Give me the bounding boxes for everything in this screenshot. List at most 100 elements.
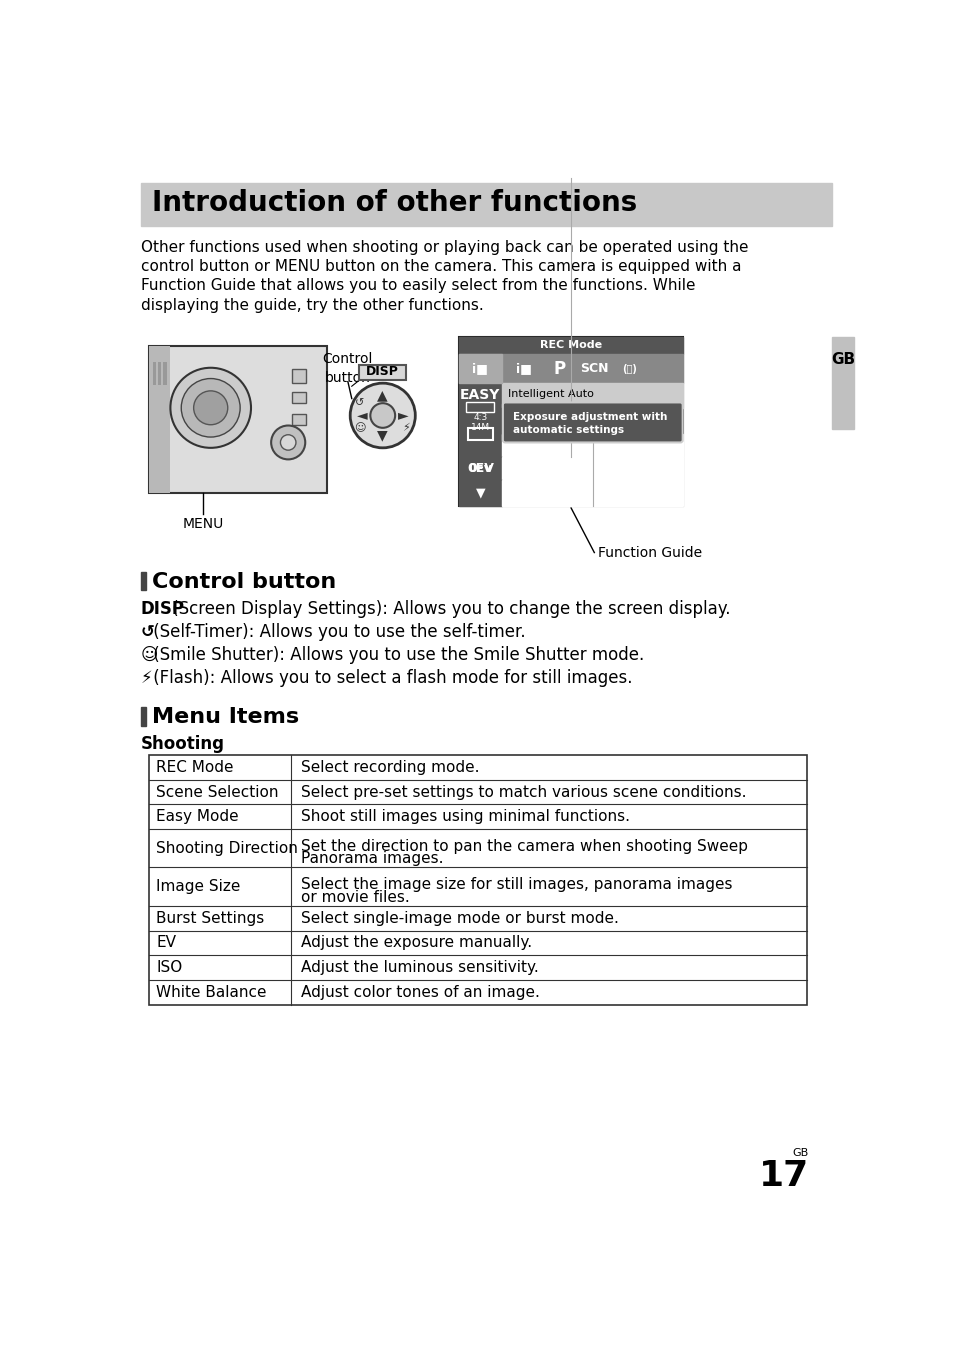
Text: ISO: ISO [156,960,183,975]
Text: GB: GB [830,352,854,367]
Text: or movie files.: or movie files. [300,890,409,905]
Bar [292,370,306,383]
Text: Easy Mode: Easy Mode [156,810,239,824]
Text: Exposure adjustment with: Exposure adjustment with [513,413,667,422]
Bar [466,402,494,413]
Text: DISP: DISP [366,364,398,378]
Bar [501,480,682,506]
Text: EASY: EASY [459,389,500,402]
Text: Introduction of other functions: Introduction of other functions [152,190,637,217]
Text: i■: i■ [472,362,488,375]
Text: displaying the guide, try the other functions.: displaying the guide, try the other func… [141,297,483,312]
Bar [292,414,306,425]
Text: ☺: ☺ [141,646,158,663]
Text: Adjust the exposure manually.: Adjust the exposure manually. [300,936,531,951]
Text: i■: i■ [516,362,531,375]
Bar [149,346,171,492]
Text: Function Guide that allows you to easily select from the functions. While: Function Guide that allows you to easily… [141,278,695,293]
Text: Adjust color tones of an image.: Adjust color tones of an image. [300,985,538,999]
Bar [501,457,682,480]
Text: Shooting: Shooting [141,736,225,753]
Bar [458,354,682,383]
Bar [141,707,146,726]
Text: Select single-image mode or burst mode.: Select single-image mode or burst mode. [300,911,618,925]
Text: P: P [553,359,565,378]
Text: Scene Selection: Scene Selection [156,784,278,799]
Circle shape [350,383,415,448]
Text: (Screen Display Settings): Allows you to change the screen display.: (Screen Display Settings): Allows you to… [167,600,730,617]
Bar [458,354,501,383]
FancyBboxPatch shape [502,402,682,443]
Text: Menu Items: Menu Items [152,707,298,728]
Text: (Flash): Allows you to select a flash mode for still images.: (Flash): Allows you to select a flash mo… [148,668,632,687]
Text: White Balance: White Balance [156,985,267,999]
Text: control button or MENU button on the camera. This camera is equipped with a: control button or MENU button on the cam… [141,260,740,274]
Bar [458,383,501,408]
Text: REC Mode: REC Mode [539,340,601,350]
Bar [458,434,501,457]
Text: Select the image size for still images, panorama images: Select the image size for still images, … [300,877,731,893]
Bar [158,362,161,385]
Text: GB: GB [792,1147,808,1158]
Circle shape [181,378,240,437]
Text: 0ᴇᴠ: 0ᴇᴠ [468,463,492,475]
Text: Select recording mode.: Select recording mode. [300,760,478,775]
Text: ↺: ↺ [141,623,154,640]
Text: Adjust the luminous sensitivity.: Adjust the luminous sensitivity. [300,960,537,975]
Bar [163,362,167,385]
Bar [359,364,406,381]
Text: Panorama images.: Panorama images. [300,851,442,866]
Bar [141,572,146,590]
Circle shape [171,367,251,448]
Bar [458,408,501,434]
Text: REC Mode: REC Mode [156,760,233,775]
Circle shape [370,404,395,428]
Circle shape [193,391,228,425]
Text: Set the direction to pan the camera when shooting Sweep: Set the direction to pan the camera when… [300,839,747,854]
Text: Image Size: Image Size [156,880,240,894]
Circle shape [271,425,305,460]
Bar [458,457,501,480]
Text: Other functions used when shooting or playing back can be operated using the: Other functions used when shooting or pl… [141,239,748,256]
Text: Select pre-set settings to match various scene conditions.: Select pre-set settings to match various… [300,784,745,799]
Text: MENU: MENU [182,516,223,531]
Bar [458,338,682,506]
Bar [141,183,831,226]
Text: DISP: DISP [141,600,185,617]
Text: Function Guide: Function Guide [598,546,701,560]
Text: ☺: ☺ [354,422,365,433]
Bar [292,393,306,403]
Bar [458,480,501,506]
Bar [468,428,493,440]
Text: (Self-Timer): Allows you to use the self-timer.: (Self-Timer): Allows you to use the self… [148,623,524,640]
Text: ⚡: ⚡ [141,668,152,687]
Text: ⚡: ⚡ [402,422,410,433]
Text: Shoot still images using minimal functions.: Shoot still images using minimal functio… [300,810,629,824]
Text: Intelligent Auto: Intelligent Auto [508,389,594,399]
Text: SCN: SCN [579,362,608,375]
Bar [501,434,682,457]
Bar [831,338,853,429]
Text: automatic settings: automatic settings [513,425,623,434]
Text: (Smile Shutter): Allows you to use the Smile Shutter mode.: (Smile Shutter): Allows you to use the S… [148,646,643,663]
Text: ►: ► [398,409,409,422]
Text: EV: EV [156,936,176,951]
Bar [152,362,155,385]
Text: 0EV: 0EV [466,463,494,475]
Text: Shooting Direction: Shooting Direction [156,841,298,855]
Bar [458,338,682,354]
Text: Control
button: Control button [322,352,373,385]
Circle shape [280,434,295,451]
Text: ◄: ◄ [356,409,367,422]
Bar [501,383,682,408]
Bar [149,755,806,1005]
Text: 4:3: 4:3 [473,413,487,422]
Text: Burst Settings: Burst Settings [156,911,264,925]
Text: ▼: ▼ [377,429,388,443]
Text: ▼: ▼ [476,487,485,500]
Text: (丧): (丧) [621,363,636,374]
Text: Control button: Control button [152,572,335,592]
Text: ▲: ▲ [377,389,388,402]
Text: 14M: 14M [471,424,490,432]
Text: ↺: ↺ [355,398,364,408]
